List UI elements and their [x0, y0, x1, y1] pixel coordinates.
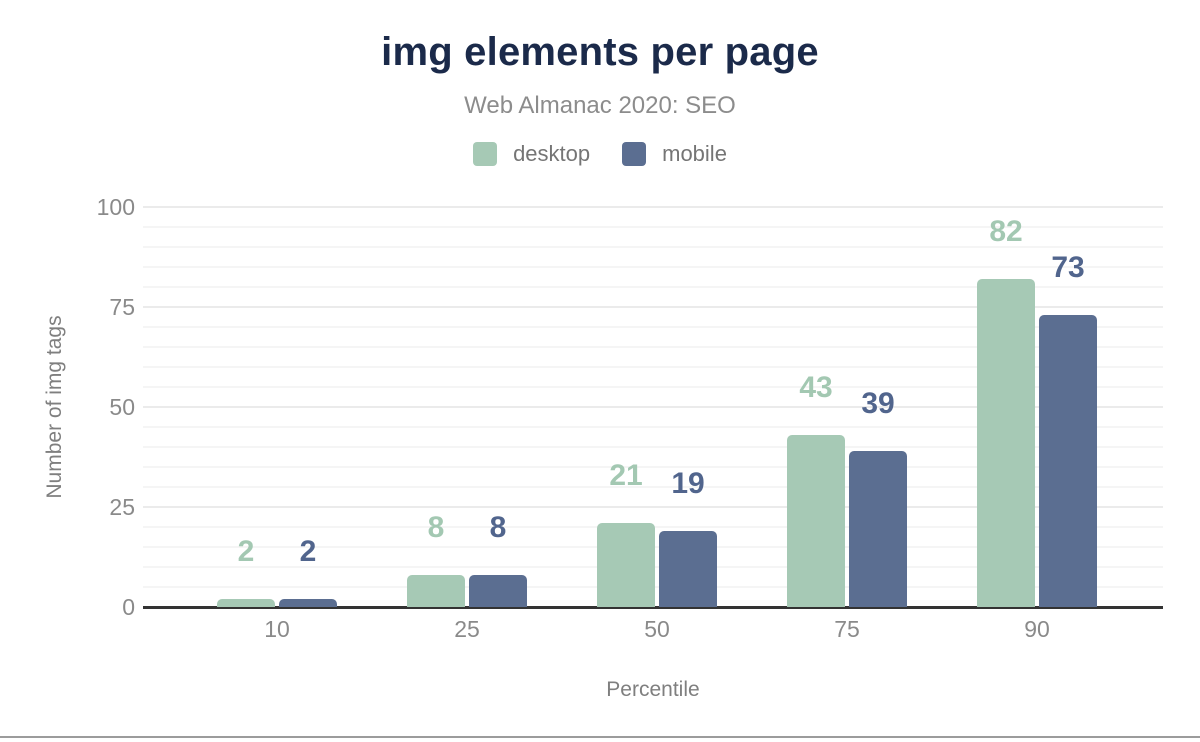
chart-title: img elements per page: [381, 30, 819, 74]
bar-mobile-p75[interactable]: [849, 451, 907, 607]
gridline-minor: [143, 486, 1163, 488]
gridline-minor: [143, 426, 1163, 428]
gridline-major: [143, 406, 1163, 408]
gridline-minor: [143, 286, 1163, 288]
x-tick-90: 90: [1024, 616, 1050, 642]
bar-desktop-p75[interactable]: [787, 435, 845, 607]
legend-swatch-desktop: [473, 142, 498, 166]
x-tick-25: 25: [454, 616, 480, 642]
y-tick-0: 0: [122, 594, 135, 620]
bar-value-desktop-p75: 43: [799, 371, 833, 404]
chart-legend: desktop mobile: [0, 141, 1200, 167]
legend-label-desktop: desktop: [513, 141, 591, 166]
gridline-minor: [143, 366, 1163, 368]
y-tick-50: 50: [109, 394, 135, 420]
bar-desktop-p90[interactable]: [977, 279, 1035, 607]
y-axis-title: Number of img tags: [43, 315, 66, 499]
bar-value-desktop-p10: 2: [237, 535, 255, 568]
bar-value-desktop-p50: 21: [609, 459, 643, 492]
bar-value-mobile-p10: 2: [299, 535, 317, 568]
y-tick-100: 100: [96, 194, 135, 220]
bar-value-mobile-p75: 39: [861, 387, 895, 420]
gridline-major: [143, 306, 1163, 308]
legend-item-desktop[interactable]: desktop: [473, 141, 590, 167]
plot-area: 2 2 8 8 21 19 43 39 82 73: [143, 206, 1163, 609]
bar-mobile-p50[interactable]: [659, 531, 717, 607]
x-tick-50: 50: [644, 616, 670, 642]
bar-value-mobile-p50: 19: [671, 467, 705, 500]
gridline-minor: [143, 466, 1163, 468]
gridline-minor: [143, 446, 1163, 448]
y-tick-75: 75: [109, 294, 135, 320]
bar-desktop-p50[interactable]: [597, 523, 655, 607]
legend-swatch-mobile: [622, 142, 647, 166]
gridline-minor: [143, 386, 1163, 388]
x-axis-line: [143, 606, 1163, 609]
legend-label-mobile: mobile: [662, 141, 727, 166]
bottom-divider: [0, 736, 1200, 738]
gridline-minor: [143, 346, 1163, 348]
gridline-minor: [143, 246, 1163, 248]
bar-desktop-p10[interactable]: [217, 599, 275, 607]
bar-mobile-p10[interactable]: [279, 599, 337, 607]
gridline-minor: [143, 226, 1163, 228]
gridline-minor: [143, 326, 1163, 328]
legend-item-mobile[interactable]: mobile: [622, 141, 727, 167]
bar-value-desktop-p90: 82: [989, 215, 1023, 248]
bar-value-mobile-p25: 8: [489, 511, 507, 544]
x-tick-75: 75: [834, 616, 860, 642]
chart-subtitle: Web Almanac 2020: SEO: [464, 92, 736, 119]
y-tick-25: 25: [109, 494, 135, 520]
gridline-minor: [143, 266, 1163, 268]
bar-desktop-p25[interactable]: [407, 575, 465, 607]
gridline-major: [143, 206, 1163, 208]
gridline-major: [143, 506, 1163, 508]
x-tick-10: 10: [264, 616, 290, 642]
bar-value-desktop-p25: 8: [427, 511, 445, 544]
bar-value-mobile-p90: 73: [1051, 251, 1085, 284]
bar-mobile-p90[interactable]: [1039, 315, 1097, 607]
bar-mobile-p25[interactable]: [469, 575, 527, 607]
x-axis-title: Percentile: [606, 678, 700, 701]
